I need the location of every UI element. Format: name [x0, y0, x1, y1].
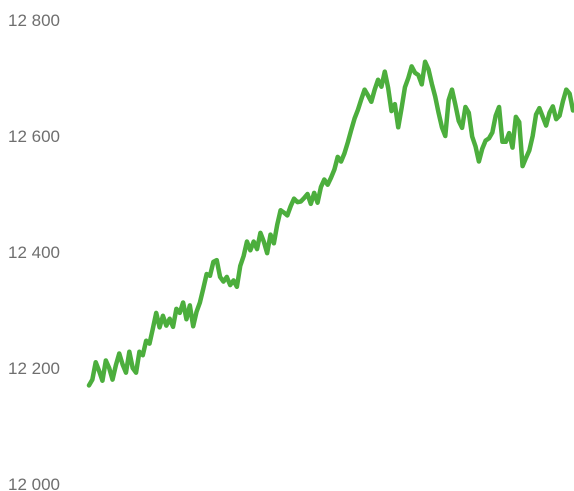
y-axis: 12 000 12 200 12 400 12 600 12 800 — [8, 11, 60, 491]
y-tick-label: 12 800 — [8, 11, 60, 30]
y-tick-label: 12 600 — [8, 127, 60, 146]
y-tick-label: 12 000 — [8, 475, 60, 491]
series-line — [86, 59, 574, 388]
plot-area — [86, 59, 574, 388]
y-tick-label: 12 200 — [8, 359, 60, 378]
y-tick-label: 12 400 — [8, 243, 60, 262]
